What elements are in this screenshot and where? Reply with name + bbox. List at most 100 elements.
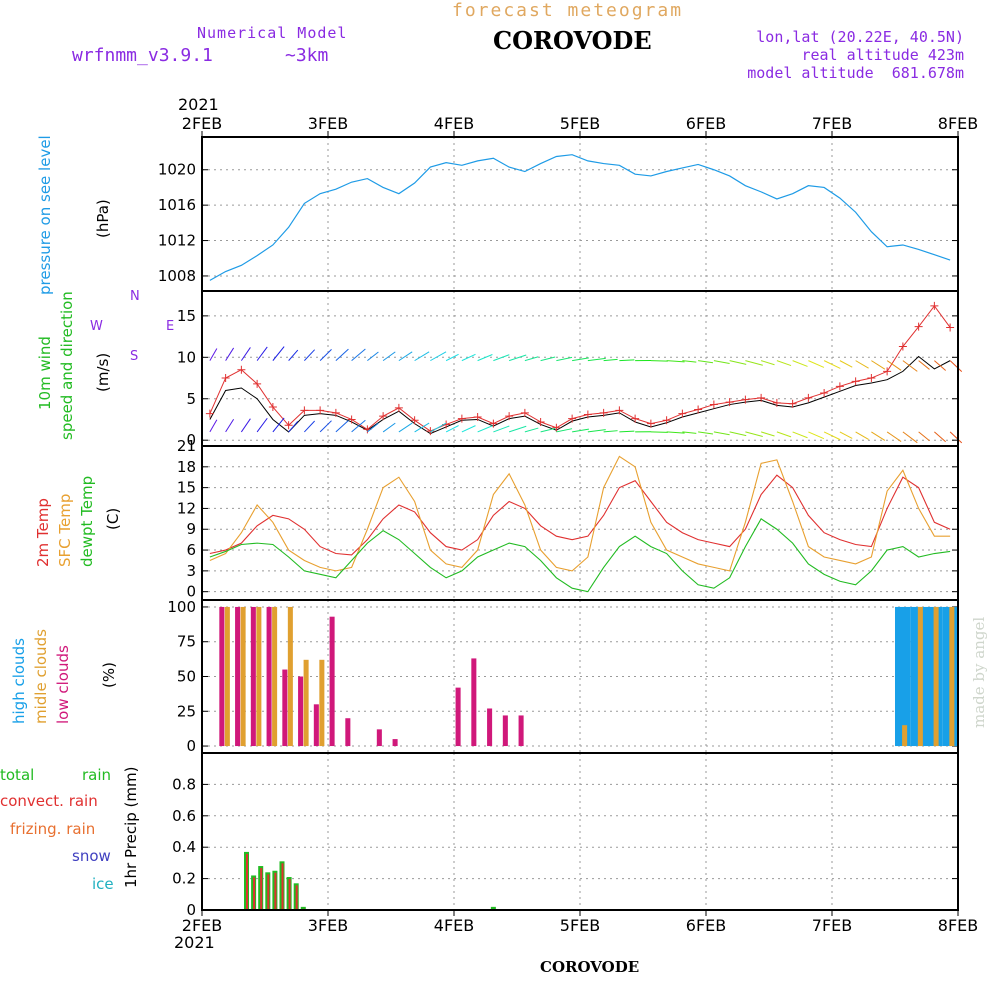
- wind-direction-stick: [886, 431, 902, 442]
- wind-direction-stick: [382, 351, 396, 362]
- wind-direction-stick: [288, 421, 299, 433]
- wind-direction-stick: [776, 431, 792, 438]
- wind-direction-stick: [272, 346, 285, 361]
- wind-direction-stick: [540, 356, 556, 362]
- wind-gust-marker: [552, 423, 561, 432]
- wind-direction-stick: [288, 349, 299, 361]
- wind-direction-stick: [493, 354, 510, 362]
- model-label: Numerical Model: [197, 24, 348, 42]
- y-tick-label: 75: [177, 633, 196, 651]
- wind-direction-stick: [698, 360, 714, 364]
- wind-gust-marker: [914, 322, 923, 331]
- x-tick-label-bottom: 8FEB: [938, 916, 978, 935]
- x-tick-label-top: 4FEB: [434, 114, 474, 133]
- year-label-bottom: 2021: [174, 933, 215, 952]
- wind-direction-stick: [335, 348, 349, 361]
- wind-gust-marker: [788, 399, 797, 408]
- compass-south: S: [130, 349, 138, 364]
- y-tick-label: 0: [186, 901, 196, 919]
- rain-frz-label: frizing. rain: [10, 820, 95, 838]
- cloud-bar-2: [250, 606, 256, 747]
- wind-gust-marker: [426, 427, 435, 436]
- y-tick-label: 0: [186, 431, 196, 449]
- x-tick-label-bottom: 2FEB: [182, 916, 222, 935]
- temp-line-0: [209, 474, 951, 556]
- wind-direction-stick: [934, 360, 946, 371]
- wind-direction-stick: [225, 347, 235, 361]
- cloud-bar-1: [303, 659, 309, 747]
- cloud-bar-2: [392, 739, 398, 747]
- y-tick-label: 5: [186, 390, 196, 408]
- station-title: COROVODE: [493, 26, 652, 55]
- rain-bar-conv: [260, 868, 263, 910]
- wind-direction-stick: [256, 417, 268, 433]
- cloud-bar-0: [895, 606, 911, 747]
- wind-direction-stick: [508, 425, 527, 433]
- wind-gust-marker: [583, 410, 592, 419]
- cloud-bar-1: [902, 725, 908, 747]
- wind-direction-stick: [445, 425, 459, 433]
- wind-direction-stick: [414, 351, 430, 362]
- lonlat: lon,lat (20.22E, 40.5N): [756, 28, 964, 46]
- rain-total-label-2: rain: [82, 766, 111, 784]
- wind-direction-stick: [414, 422, 430, 433]
- wind-direction-stick: [540, 427, 556, 433]
- y-tick-label: 100: [167, 598, 196, 616]
- wind-direction-stick: [619, 359, 635, 362]
- compass-west: W: [90, 319, 103, 334]
- cloud-bar-1: [933, 606, 939, 747]
- wind-direction-stick: [304, 349, 316, 361]
- temp-line-1: [209, 455, 951, 572]
- x-tick-label-bottom: 5FEB: [560, 916, 600, 935]
- wind-direction-stick: [445, 353, 459, 362]
- wind-gust-marker: [457, 414, 466, 423]
- cloud-bar-1: [256, 606, 262, 747]
- cloud-bar-2: [282, 669, 288, 747]
- cloud-bar-1: [224, 606, 230, 747]
- wind-direction-stick: [508, 354, 527, 362]
- x-tick-label-top: 8FEB: [938, 114, 978, 133]
- y-tick-label: 15: [177, 307, 196, 325]
- chart-title: forecast meteogram: [452, 0, 684, 21]
- wind-gust-marker: [867, 374, 876, 383]
- wind-gust-marker: [930, 301, 939, 310]
- cloud-mid-label: midle clouds: [32, 629, 50, 724]
- wind-gust-marker: [205, 409, 214, 418]
- wind-direction-stick: [461, 353, 476, 362]
- y-tick-label: 0: [186, 737, 196, 755]
- y-tick-label: 0.6: [172, 807, 196, 825]
- cloud-bar-2: [376, 729, 382, 747]
- rain-total-label: total: [0, 766, 34, 784]
- model-resolution: ~3km: [285, 45, 329, 66]
- cloud-bar-2: [219, 606, 225, 747]
- x-tick-label-top: 6FEB: [686, 114, 726, 133]
- wind-gust-marker: [741, 395, 750, 404]
- cloud-bar-2: [487, 708, 493, 747]
- temp-unit: (C): [104, 508, 122, 530]
- wind-direction-stick: [698, 431, 714, 435]
- wind-direction-stick: [871, 360, 886, 370]
- cloud-bar-2: [455, 687, 461, 747]
- wind-gust-marker: [835, 382, 844, 391]
- wind-direction-stick: [729, 360, 747, 365]
- wind-direction-stick: [839, 431, 853, 439]
- wind-direction-stick: [918, 431, 930, 442]
- x-tick-label-bottom: 3FEB: [308, 916, 348, 935]
- rain-bar-conv: [288, 879, 291, 910]
- wind-direction-stick: [572, 428, 589, 433]
- wind-gust-marker: [646, 419, 655, 428]
- wind-direction-stick: [760, 431, 775, 437]
- rain-bar-conv: [295, 885, 298, 910]
- model-altitude: model altitude 681.678m: [747, 64, 964, 82]
- x-tick-label-bottom: 7FEB: [812, 916, 852, 935]
- wind-direction-stick: [272, 417, 285, 433]
- panel-frame: [201, 136, 959, 292]
- wind-gust-marker: [410, 416, 419, 425]
- wind-gust-marker: [489, 419, 498, 428]
- wind-direction-stick: [367, 351, 379, 362]
- watermark: made by angel: [970, 616, 988, 728]
- wind-gust-marker: [394, 403, 403, 412]
- wind-direction-stick: [556, 428, 573, 433]
- cloud-bar-1: [949, 606, 955, 747]
- wind-direction-stick: [855, 431, 869, 440]
